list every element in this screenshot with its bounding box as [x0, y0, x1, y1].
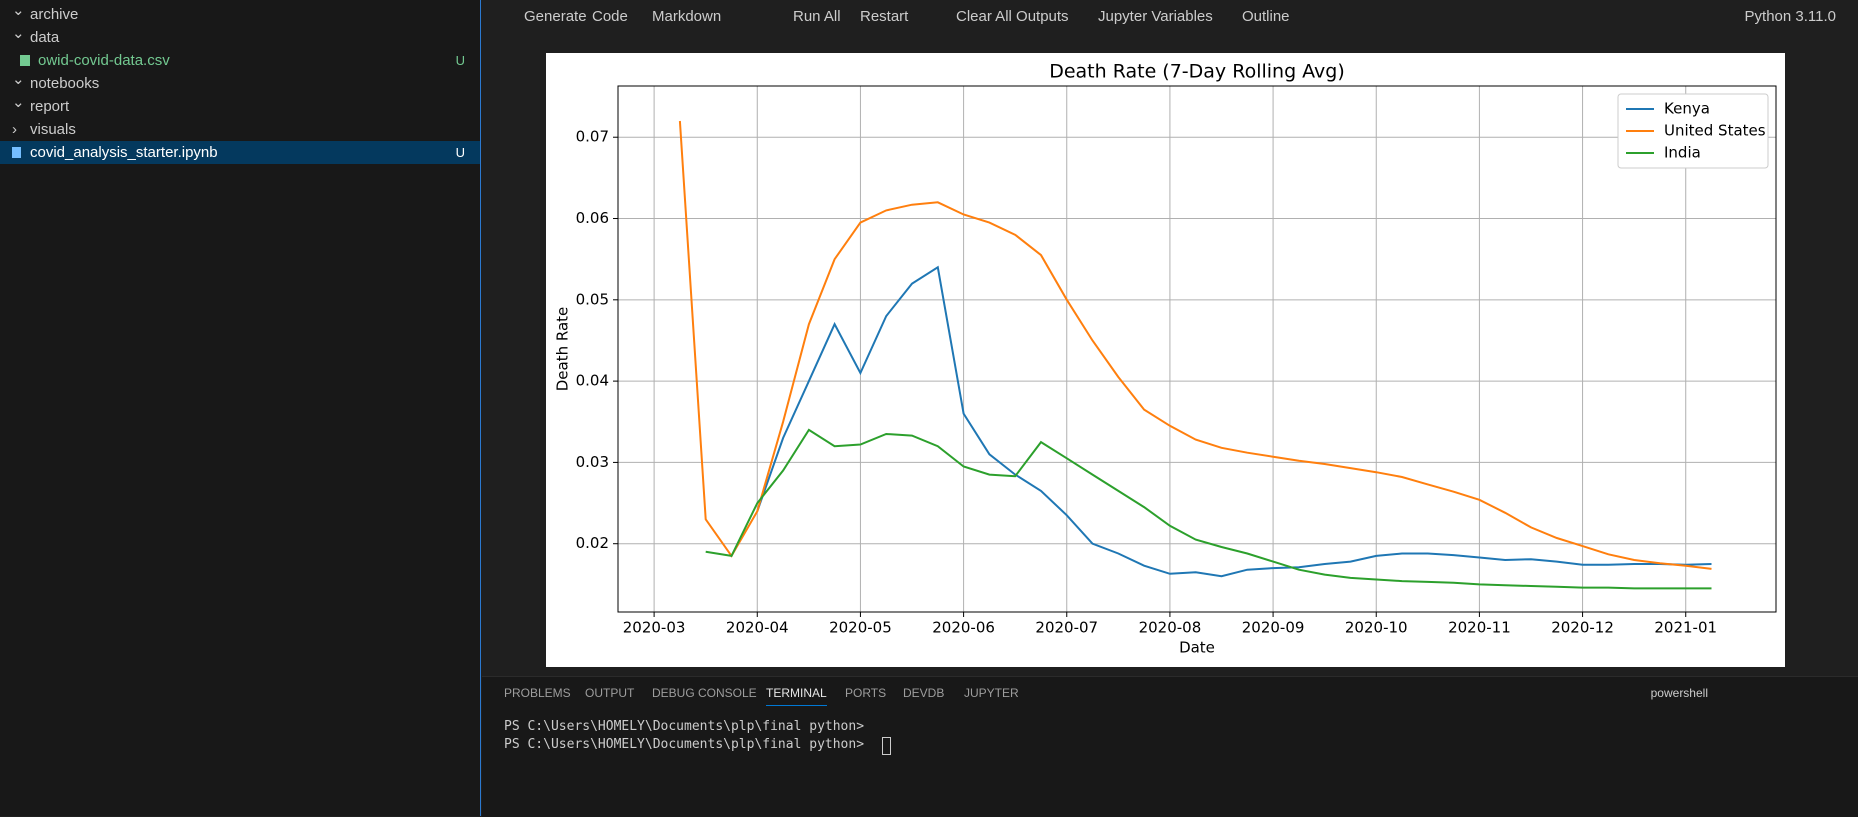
- tree-item[interactable]: › visuals: [0, 118, 480, 141]
- x-tick-label: 2020-08: [1139, 619, 1202, 637]
- file-label: covid_analysis_starter.ipynb: [30, 144, 218, 161]
- git-badge: U: [455, 53, 465, 68]
- chart-title: Death Rate (7-Day Rolling Avg): [1049, 61, 1345, 83]
- file-icon: [20, 55, 30, 66]
- terminal-line: PS C:\Users\HOMELY\Documents\plp\final p…: [504, 737, 865, 752]
- panel-tab[interactable]: PORTS: [845, 686, 887, 700]
- panel-tab[interactable]: JUPYTER: [964, 686, 1019, 700]
- x-tick-label: 2020-04: [726, 619, 789, 637]
- series-line: [756, 265, 1712, 578]
- x-tick-label: 2021-01: [1654, 619, 1717, 637]
- tree-item[interactable]: ⌄ archive: [0, 2, 480, 26]
- x-tick-label: 2020-07: [1035, 619, 1098, 637]
- file-label: owid-covid-data.csv: [38, 52, 170, 69]
- x-tick-label: 2020-11: [1448, 619, 1511, 637]
- x-tick-label: 2020-05: [829, 619, 892, 637]
- tree-item[interactable]: ⌄ notebooks: [0, 71, 480, 95]
- shell-name[interactable]: powershell: [1650, 686, 1708, 700]
- toolbar-button[interactable]: Markdown: [652, 8, 722, 25]
- kernel-picker[interactable]: Python 3.11.0: [1744, 8, 1836, 25]
- y-tick-label: 0.05: [576, 290, 609, 308]
- chevron: ⌄: [12, 71, 25, 88]
- legend-label: United States: [1664, 122, 1766, 140]
- x-tick-label: 2020-12: [1551, 619, 1614, 637]
- series-line: [705, 428, 1712, 590]
- y-tick-label: 0.02: [576, 534, 609, 552]
- panel-tab[interactable]: DEBUG CONSOLE: [652, 686, 757, 700]
- terminal-line: PS C:\Users\HOMELY\Documents\plp\final p…: [504, 719, 865, 734]
- panel-tab[interactable]: DEVDB: [903, 686, 945, 700]
- x-axis-label: Date: [1179, 639, 1215, 657]
- chevron: ⌄: [12, 25, 25, 42]
- plot-frame: [617, 85, 1777, 613]
- tree-item[interactable]: owid-covid-data.csv U: [0, 49, 480, 72]
- bottom-panel: powershell PROBLEMS OUTPUT DEBUG CONSOLE TE…: [482, 676, 1858, 817]
- file-label: report: [30, 98, 70, 115]
- y-tick-label: 0.06: [576, 209, 609, 227]
- toolbar-button[interactable]: Clear All Outputs: [956, 8, 1069, 25]
- legend-label: India: [1664, 144, 1701, 162]
- y-tick-label: 0.03: [576, 453, 609, 471]
- cursor: [882, 737, 891, 755]
- toolbar-button[interactable]: Run All: [793, 8, 841, 25]
- legend-label: Kenya: [1664, 100, 1710, 118]
- x-tick-label: 2020-10: [1345, 619, 1408, 637]
- notebook-toolbar: Python 3.11.0 Generate Code Markdown Run Al…: [482, 0, 1858, 32]
- toolbar-button[interactable]: Generate: [524, 8, 587, 25]
- chevron: ›: [12, 121, 17, 138]
- git-badge: U: [455, 145, 465, 160]
- tree-item[interactable]: ⌄ data: [0, 25, 480, 49]
- chart: Death Rate (7-Day Rolling Avg) Date Deat…: [554, 61, 1777, 657]
- file-label: data: [30, 29, 60, 46]
- toolbar-button[interactable]: Restart: [860, 8, 909, 25]
- panel-tab[interactable]: TERMINAL: [766, 686, 827, 706]
- y-tick-label: 0.07: [576, 128, 609, 146]
- file-label: visuals: [30, 121, 76, 138]
- explorer: ⌄ archive ⌄ data owid-covid-data.csv U ⌄ notebo…: [0, 0, 481, 816]
- chevron: ⌄: [12, 2, 25, 19]
- x-tick-label: 2020-03: [623, 619, 686, 637]
- y-tick-label: 0.04: [576, 372, 609, 390]
- tree-item[interactable]: covid_analysis_starter.ipynb U: [0, 141, 480, 164]
- file-label: archive: [30, 6, 79, 23]
- legend-box: [1617, 93, 1769, 169]
- toolbar-button[interactable]: Outline: [1242, 8, 1290, 25]
- panel-tab[interactable]: PROBLEMS: [504, 686, 571, 700]
- toolbar-button[interactable]: Code: [592, 8, 628, 25]
- cell-output: Death Rate (7-Day Rolling Avg) Date Deat…: [546, 53, 1785, 667]
- tree-item[interactable]: ⌄ report: [0, 94, 480, 118]
- file-icon: [12, 147, 21, 158]
- file-label: notebooks: [30, 75, 100, 92]
- x-tick-label: 2020-06: [932, 619, 995, 637]
- toolbar-button[interactable]: Jupyter Variables: [1098, 8, 1213, 25]
- chevron: ⌄: [12, 94, 25, 111]
- x-tick-label: 2020-09: [1242, 619, 1305, 637]
- panel-tab[interactable]: OUTPUT: [585, 686, 635, 700]
- series-line: [678, 120, 1712, 570]
- y-axis-label: Death Rate: [554, 307, 572, 392]
